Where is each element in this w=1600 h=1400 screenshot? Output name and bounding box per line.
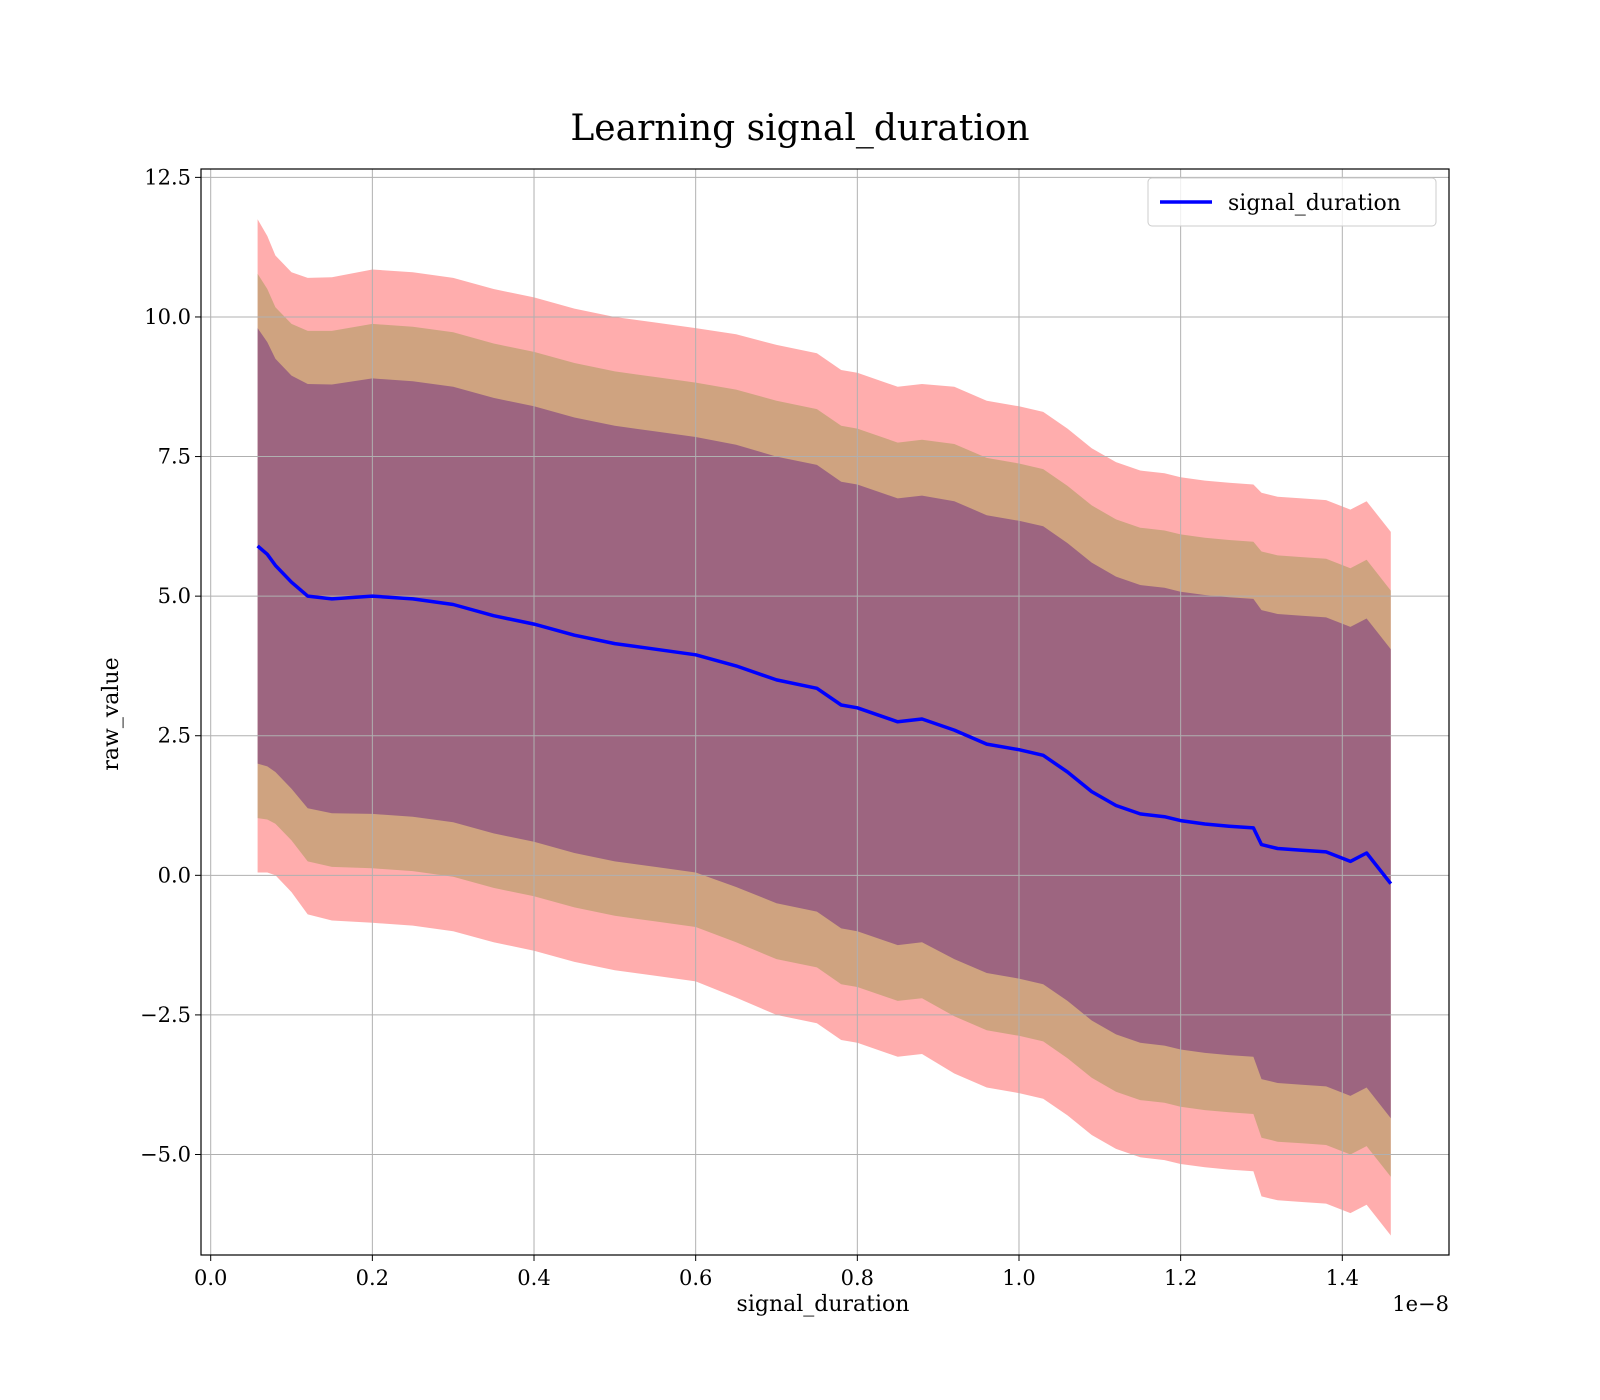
legend: signal_duration: [1147, 177, 1437, 227]
y-tick-label-0: −5.0: [140, 1142, 191, 1166]
y-axis-label: raw_value: [99, 657, 124, 770]
x-tick-label-5: 1.0: [1002, 1266, 1035, 1290]
y-axis-ticks: −5.0 −2.5 0.0 2.5 5.0 7.5 10.0 12.5: [140, 165, 201, 1166]
x-tick-label-4: 0.8: [841, 1266, 874, 1290]
grid-lines: [201, 169, 1449, 1255]
x-tick-label-0: 0.0: [194, 1266, 227, 1290]
x-tick-label-2: 0.4: [517, 1266, 550, 1290]
band-2-sigma: [257, 273, 1391, 1177]
legend-entry-signal-duration: signal_duration: [1228, 191, 1401, 216]
y-tick-label-7: 12.5: [144, 165, 191, 189]
x-axis-label: signal_duration: [737, 1292, 910, 1317]
plot-frame: [200, 168, 1450, 1256]
y-tick-label-2: 0.0: [158, 863, 191, 887]
band-1-sigma: [257, 328, 1391, 1119]
y-tick-label-1: −2.5: [140, 1003, 191, 1027]
y-tick-label-4: 5.0: [158, 584, 191, 608]
plot-area: [201, 169, 1449, 1255]
x-axis-offset-text: 1e−8: [1392, 1292, 1449, 1316]
x-tick-label-6: 1.2: [1164, 1266, 1197, 1290]
band-3-sigma: [257, 219, 1391, 1236]
y-tick-label-6: 10.0: [144, 305, 191, 329]
x-tick-label-3: 0.6: [679, 1266, 712, 1290]
x-tick-label-7: 1.4: [1326, 1266, 1359, 1290]
y-tick-label-5: 7.5: [158, 445, 191, 469]
legend-box: [1147, 177, 1437, 227]
chart-title: Learning signal_duration: [570, 108, 1029, 149]
x-axis-ticks: 0.0 0.2 0.4 0.6 0.8 1.0 1.2 1.4: [194, 1255, 1359, 1290]
x-tick-label-1: 0.2: [356, 1266, 389, 1290]
confidence-bands: [257, 219, 1391, 1236]
series-line-signal-duration: [256, 544, 1393, 885]
y-tick-label-3: 2.5: [158, 724, 191, 748]
